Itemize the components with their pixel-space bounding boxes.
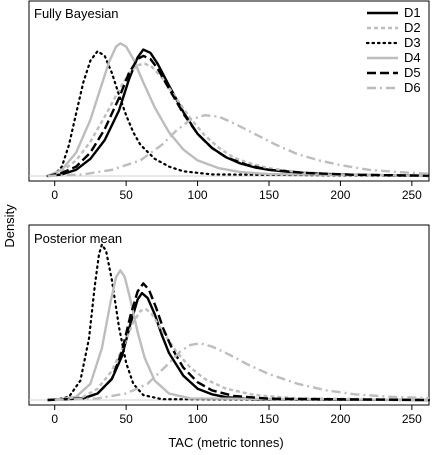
- series-line-d1: [47, 291, 430, 402]
- series-line-d5: [47, 282, 430, 402]
- series-line-d3: [53, 243, 431, 402]
- series-line-d4: [47, 42, 430, 178]
- x-tick-label: 200: [330, 412, 350, 426]
- series-line-d3: [46, 50, 431, 178]
- x-tick-label: 0: [51, 412, 58, 426]
- x-tick-label: 250: [402, 188, 422, 202]
- x-tick-label: 100: [188, 412, 208, 426]
- x-tick-label: 50: [119, 188, 133, 202]
- y-axis-label: Density: [2, 204, 17, 248]
- panel-fully-bayesian: Fully Bayesian 0 50 100 150 200 250 D1D2D3D4D…: [28, 0, 431, 202]
- density-curves: [46, 42, 431, 178]
- legend-label-d2: D2: [404, 20, 421, 35]
- x-axis: 0 50 100 150 200 250: [51, 405, 422, 426]
- series-line-d4: [54, 269, 430, 402]
- series-line-d1: [47, 48, 430, 178]
- x-tick-label: 250: [402, 412, 422, 426]
- x-tick-label: 0: [51, 188, 58, 202]
- plot-frame: [28, 0, 430, 182]
- series-line-d6: [47, 114, 430, 178]
- series-line-d2: [47, 308, 430, 402]
- density-curves: [47, 243, 431, 402]
- series-line-d6: [54, 342, 430, 402]
- panel-posterior-mean: Posterior mean 0 50 100 150 200 250: [28, 224, 431, 426]
- legend-label-d5: D5: [404, 65, 421, 80]
- series-line-d5: [47, 54, 430, 178]
- x-tick-label: 50: [119, 412, 133, 426]
- x-axis: 0 50 100 150 200 250: [51, 181, 422, 202]
- x-tick-label: 150: [259, 188, 279, 202]
- x-tick-label: 100: [188, 188, 208, 202]
- x-axis-label: TAC (metric tonnes): [168, 435, 283, 450]
- panel-title: Posterior mean: [34, 231, 122, 246]
- plot-frame: [28, 224, 430, 406]
- legend-label-d4: D4: [404, 50, 421, 65]
- legend-label-d1: D1: [404, 5, 421, 20]
- x-tick-label: 150: [259, 412, 279, 426]
- series-line-d2: [47, 62, 430, 178]
- legend-label-d3: D3: [404, 35, 421, 50]
- panel-title: Fully Bayesian: [34, 6, 119, 21]
- x-tick-label: 200: [330, 188, 350, 202]
- legend-label-d6: D6: [404, 80, 421, 95]
